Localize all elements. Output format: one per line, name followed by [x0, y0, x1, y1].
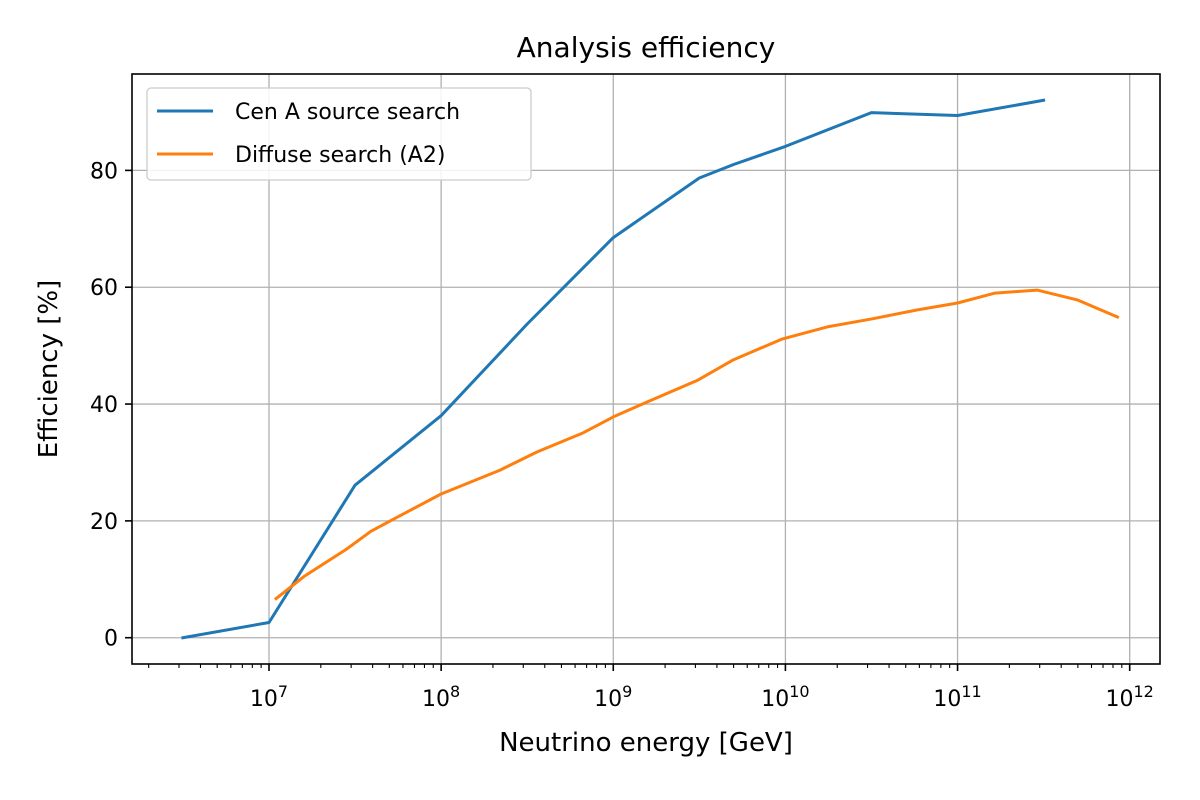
plot-frame: [131, 73, 1161, 665]
legend-box: [146, 87, 532, 181]
x-axis-label: Neutrino energy [GeV]: [499, 728, 793, 758]
grid-layer: [132, 74, 1160, 664]
x-tick-label: 1011: [933, 682, 981, 712]
y-tick-label: 0: [104, 627, 118, 652]
legend-label-cen-a: Cen A source search: [235, 100, 460, 125]
series-line-1: [273, 288, 1120, 601]
series-layer: [181, 98, 1120, 640]
legend: Cen A source search Diffuse search (A2): [146, 87, 532, 181]
y-tick-label: 60: [90, 276, 118, 301]
x-tick-label: 108: [422, 682, 460, 712]
x-tick-label: 109: [594, 682, 632, 712]
y-axis-label: Efficiency [%]: [34, 280, 64, 459]
chart-title: Analysis efficiency: [517, 31, 776, 64]
y-tick-label: 20: [90, 510, 118, 535]
y-tick-label: 80: [90, 159, 118, 184]
legend-label-diffuse: Diffuse search (A2): [235, 143, 445, 168]
series-line-0: [181, 98, 1046, 640]
x-tick-label: 107: [250, 682, 288, 712]
x-tick-label: 1010: [761, 682, 809, 712]
x-tick-label: 1012: [1106, 682, 1154, 712]
y-tick-label: 40: [90, 393, 118, 418]
tick-layer: 107 108 109 1010 1011 1012 0 20 40 60 80: [90, 159, 1154, 712]
